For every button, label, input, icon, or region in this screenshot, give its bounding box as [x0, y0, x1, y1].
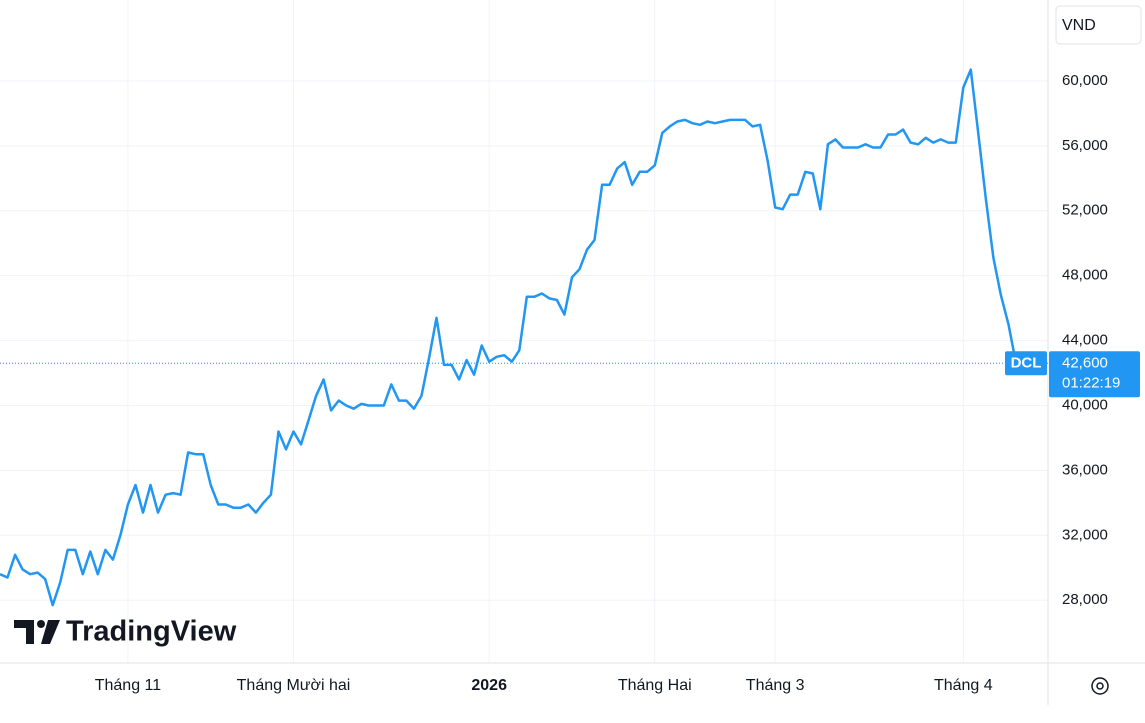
- price-box: [1049, 351, 1140, 398]
- settings-button[interactable]: [1091, 677, 1109, 695]
- y-tick-label: 40,000: [1062, 396, 1108, 413]
- price-label: 42,600: [1062, 354, 1108, 371]
- currency[interactable]: VND: [1062, 17, 1096, 34]
- y-tick-label: 52,000: [1062, 202, 1108, 219]
- price-line: [0, 68, 1018, 607]
- x-tick-label: Tháng Hai: [618, 677, 692, 694]
- x-tick-label: Tháng Mười hai: [237, 677, 351, 694]
- logo: TradingView: [14, 616, 237, 648]
- y-tick-label: 44,000: [1062, 332, 1108, 349]
- y-tick-label: 56,000: [1062, 137, 1108, 154]
- y-tick-label: 60,000: [1062, 72, 1108, 89]
- y-tick-label: 48,000: [1062, 267, 1108, 284]
- y-tick-label: 36,000: [1062, 461, 1108, 478]
- symbol-box: [1005, 351, 1047, 376]
- logo-text: TradingView: [66, 616, 237, 648]
- y-tick-label: 32,000: [1062, 526, 1108, 543]
- x-tick-label: 2026: [471, 677, 507, 694]
- y-tick-label: 28,000: [1062, 591, 1108, 608]
- symbol-label: DCL: [1011, 354, 1042, 371]
- currency-button[interactable]: VND: [1055, 5, 1142, 45]
- x-tick-label: Tháng 11: [95, 677, 162, 694]
- x-tick-label: Tháng 3: [746, 677, 805, 694]
- countdown-label: 01:22:19: [1062, 374, 1120, 391]
- x-tick-label: Tháng 4: [934, 677, 993, 694]
